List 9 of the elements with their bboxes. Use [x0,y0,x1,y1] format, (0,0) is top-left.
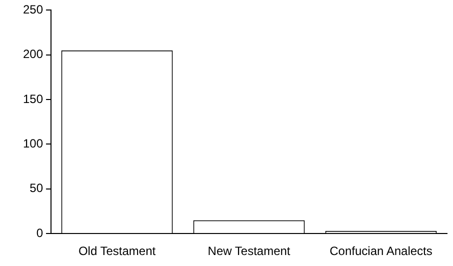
y-tick-label: 100 [22,136,44,151]
x-tick-label: Old Testament [78,244,156,258]
x-tick-label: Confucian Analects [330,244,432,258]
x-tick-label: New Testament [208,244,291,258]
y-tick-label: 200 [22,47,44,62]
y-tick-label: 250 [22,2,44,17]
y-tick-label: 50 [30,181,44,196]
y-tick-label: 150 [22,92,44,106]
y-tick-label: 0 [36,226,44,240]
